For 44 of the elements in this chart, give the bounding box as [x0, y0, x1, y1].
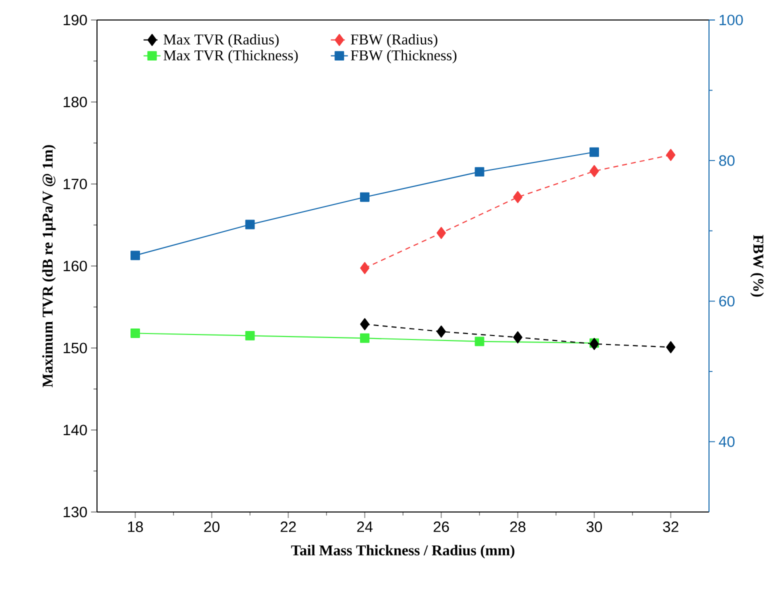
point — [666, 148, 676, 161]
x-tick-label: 24 — [357, 521, 373, 532]
y-tick-label: 190 — [64, 14, 87, 26]
x-tick-label: 32 — [663, 521, 678, 532]
y-tick-label: 130 — [64, 506, 87, 518]
x-tick-label: 26 — [434, 521, 449, 532]
legend-label: Max TVR (Thickness) — [164, 50, 298, 64]
legend-label: FBW (Radius) — [350, 34, 438, 48]
y-tick-label: 170 — [64, 178, 87, 190]
y-tick-label: 160 — [64, 260, 87, 272]
x-tick-label: 28 — [510, 521, 526, 532]
y-tick-label: 140 — [64, 424, 87, 436]
point — [513, 331, 522, 344]
point — [474, 336, 484, 346]
point — [360, 333, 370, 343]
y-axis-title: Maximum TVR (dB re 1µPa/V @ 1m) — [42, 145, 56, 388]
point — [130, 328, 140, 338]
point — [360, 192, 370, 202]
y-tick-label: 180 — [64, 96, 87, 108]
legend-label: Max TVR (Radius) — [164, 34, 279, 48]
x-axis-title: Tail Mass Thickness / Radius (mm) — [291, 544, 514, 558]
point — [590, 165, 599, 178]
point — [360, 318, 370, 330]
y2-axis-title: FBW (%) — [750, 234, 764, 297]
point — [513, 191, 522, 204]
point — [130, 250, 140, 260]
x-tick-label: 18 — [128, 521, 143, 532]
legend-label: FBW (Thickness) — [350, 50, 456, 64]
point — [245, 330, 255, 340]
point — [474, 167, 484, 177]
y2-tick-label: 40 — [718, 436, 735, 447]
point — [590, 147, 599, 157]
y2-tick-label: 80 — [719, 155, 735, 166]
y2-tick-label: 100 — [720, 14, 743, 26]
point — [666, 341, 676, 354]
point — [436, 226, 446, 239]
point — [436, 326, 446, 338]
point — [360, 262, 370, 274]
point — [245, 220, 255, 230]
y-tick-label: 150 — [64, 342, 87, 354]
x-tick-label: 20 — [204, 521, 220, 532]
x-tick-label: 22 — [280, 521, 296, 532]
y2-tick-label: 60 — [719, 296, 735, 306]
x-tick-label: 30 — [586, 521, 602, 532]
